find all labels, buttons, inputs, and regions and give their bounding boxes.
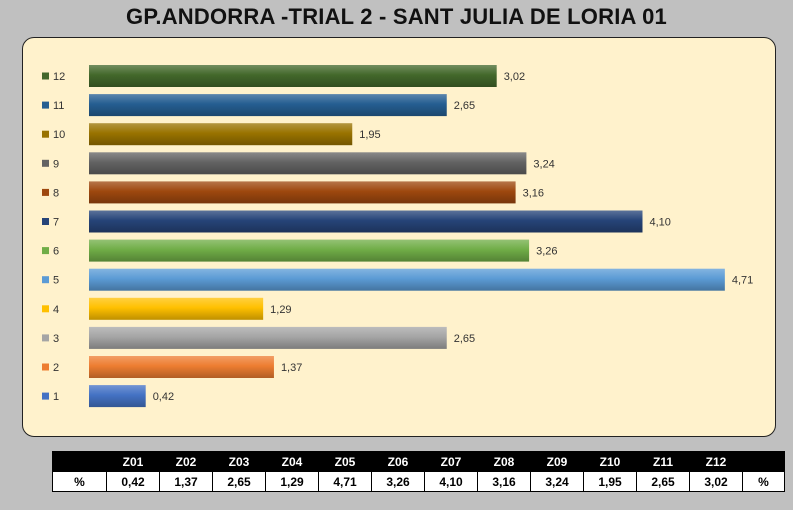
legend-label-10: 10 [53,129,65,141]
bar-12 [89,65,497,87]
table-cell: 3,16 [477,471,531,492]
value-label-2: 1,37 [281,362,302,374]
legend-swatch-3 [42,334,49,342]
value-label-5: 4,71 [732,275,753,287]
table-header-cell: Z05 [318,451,372,472]
legend-label-5: 5 [53,275,59,287]
table-header-cell: Z08 [477,451,531,472]
value-label-11: 2,65 [454,100,475,112]
table-header-cell: Z10 [583,451,637,472]
table-cell: 1,37 [159,471,213,492]
bar-10 [89,123,353,146]
bar-7 [89,210,643,233]
table-cell: 1,95 [583,471,637,492]
table-cell: 1,29 [265,471,319,492]
value-label-1: 0,42 [153,391,174,403]
table-header-cell: Z09 [530,451,584,472]
bar-5 [89,268,725,291]
bar-1 [89,385,146,408]
table-cell: 2,65 [636,471,690,492]
legend-swatch-2 [42,363,49,371]
legend-swatch-9 [42,159,49,167]
table-header-cell: Z01 [106,451,160,472]
table-row: % 0,42 1,37 2,65 1,29 4,71 3,26 4,10 3,16 3,24 1,9… [52,471,785,492]
table-header-cell: Z04 [265,451,319,472]
legend-label-7: 7 [53,217,59,229]
legend-label-6: 6 [53,246,59,258]
bar-8 [89,181,516,204]
table-header-cell: Z03 [212,451,266,472]
legend-label-2: 2 [53,362,59,374]
chart-title: GP.ANDORRA -TRIAL 2 - SANT JULIA DE LORI… [126,4,667,29]
value-label-6: 3,26 [536,246,557,258]
legend-label-9: 9 [53,158,59,170]
bar-2 [89,356,274,378]
table-cell: % [742,471,785,492]
legend-swatch-6 [42,247,49,255]
legend-swatch-5 [42,276,49,284]
bar-chart: 1 0,42 2 1,37 3 2,65 4 1,29 5 4,71 6 3,26 7 4,10 8 3,16… [42,65,753,408]
table-cell: 0,42 [106,471,160,492]
table-header-cell: Z12 [689,451,743,472]
legend-swatch-7 [42,218,49,225]
value-label-12: 3,02 [504,71,525,83]
legend-swatch-12 [42,72,49,80]
table-cell: % [52,471,107,492]
bar-4 [89,297,264,320]
value-label-4: 1,29 [270,304,291,316]
value-label-9: 3,24 [533,158,554,170]
legend-swatch-4 [42,305,49,313]
value-label-10: 1,95 [359,129,380,141]
chart-panel: 1 0,42 2 1,37 3 2,65 4 1,29 5 4,71 6 3,26 7 4,10 8 3,16… [22,37,776,437]
table-cell: 3,24 [530,471,584,492]
legend-swatch-10 [42,130,49,138]
table-header-cell: Z06 [371,451,425,472]
zone-table: Z01 Z02 Z03 Z04 Z05 Z06 Z07 Z08 Z09 Z10 Z11 Z12 % 0,… [52,451,785,492]
bar-3 [89,326,447,349]
table-header-cell: Z02 [159,451,213,472]
table-cell: 2,65 [212,471,266,492]
table-cell: 3,26 [371,471,425,492]
legend-label-11: 11 [53,100,64,112]
legend-swatch-1 [42,392,49,400]
table-header-cell: Z11 [636,451,690,472]
bar-6 [89,239,530,262]
table-header-cell [52,451,107,472]
legend-swatch-8 [42,188,49,196]
legend-label-3: 3 [53,333,59,345]
legend-swatch-11 [42,101,49,109]
table-cell: 4,71 [318,471,372,492]
table-cell: 3,02 [689,471,743,492]
table-header-cell: Z07 [424,451,478,472]
table-header-cell [742,451,785,472]
bar-9 [89,152,527,175]
value-label-7: 4,10 [650,217,671,229]
legend-label-4: 4 [53,304,59,316]
bar-11 [89,94,447,117]
legend-label-12: 12 [53,71,65,83]
table-header-row: Z01 Z02 Z03 Z04 Z05 Z06 Z07 Z08 Z09 Z10 Z11 Z12 [52,451,785,472]
value-label-8: 3,16 [523,187,544,199]
legend-label-1: 1 [53,391,59,403]
table-cell: 4,10 [424,471,478,492]
value-label-3: 2,65 [454,333,475,345]
legend-label-8: 8 [53,187,59,199]
